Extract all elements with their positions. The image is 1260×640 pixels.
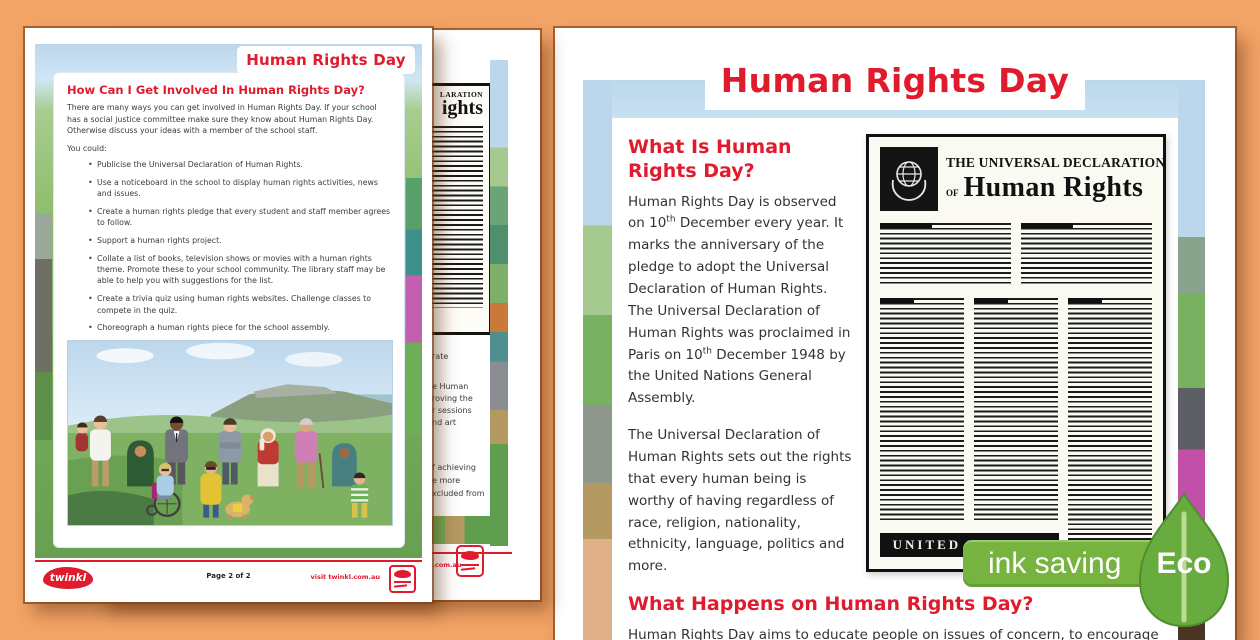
lead-in-text: You could: xyxy=(67,144,107,154)
illustrated-border-left xyxy=(583,80,612,640)
cropped-text-fragment: e Human xyxy=(432,382,469,391)
suggestion-list: Publicise the Universal Declaration of H… xyxy=(67,159,391,334)
doc-masthead-fragment: LARATION xyxy=(439,90,483,99)
page-title: Human Rights Day xyxy=(720,60,1070,100)
illustration-bottom-fragment xyxy=(425,516,491,544)
footer-divider xyxy=(35,560,422,562)
twinkl-stamp-logo xyxy=(456,545,484,577)
list-item: Create a trivia quiz using human rights … xyxy=(88,293,391,316)
ordinal-suffix: th xyxy=(666,214,676,225)
cropped-text-fragment: xcluded from xyxy=(432,489,485,498)
person-man-with-child xyxy=(75,415,111,487)
doc-title-fragment: ights xyxy=(441,97,483,119)
page-sheet-right: Human Rights Day TH xyxy=(555,28,1235,640)
paragraph-part: Human Rights Day is observed on 10 xyxy=(628,193,837,232)
cropped-text-fragment: f achieving xyxy=(432,463,476,472)
guide-dog xyxy=(225,494,254,520)
person-girl-wheelchair xyxy=(146,463,181,518)
rock-illustration-strip xyxy=(35,213,52,440)
page-title-tab: Human Rights Day xyxy=(237,46,415,74)
child-striped-shirt xyxy=(351,472,369,518)
page-title: Human Rights Day xyxy=(246,51,406,69)
document-masthead: THE UNIVERSAL DECLARATION of Human Right… xyxy=(880,147,1165,211)
paragraph-part: December 1948 by the United Nations Gene… xyxy=(628,346,846,407)
eco-label: Eco xyxy=(1156,547,1212,580)
cropped-text-fragment: nd art xyxy=(432,418,457,427)
document-title-block: THE UNIVERSAL DECLARATION of Human Right… xyxy=(946,155,1165,204)
page-title-tab: Human Rights Day xyxy=(705,50,1085,110)
stamp-squiggle xyxy=(460,567,476,571)
eco-leaf-icon xyxy=(1138,492,1230,628)
person-older-man-pink-shirt xyxy=(294,418,325,489)
page-sheet-front: Human Rights Day How Can I Get Involved … xyxy=(25,28,432,602)
twinkl-stamp-logo xyxy=(389,565,416,593)
intro-paragraph: There are many ways you can get involved… xyxy=(67,103,377,136)
list-item: Create a human rights pledge that every … xyxy=(88,206,391,229)
stamp-squiggle xyxy=(394,581,411,583)
body-paragraph: Human Rights Day aims to educate people … xyxy=(628,626,1159,640)
person-grey-blazer xyxy=(218,418,242,485)
body-paragraph: Human Rights Day is observed on 10th Dec… xyxy=(628,192,1166,411)
document-of-word: of xyxy=(946,183,959,199)
twinkl-logo: twinkl xyxy=(43,567,93,589)
redacted-text-lines xyxy=(423,126,483,308)
redacted-text-column xyxy=(1021,223,1152,285)
person-man-suit xyxy=(165,416,189,485)
cropped-text-fragment: r sessions xyxy=(432,406,472,415)
list-item: Use a noticeboard in the school to displ… xyxy=(88,177,391,200)
list-item: Choreograph a human rights piece for the… xyxy=(88,322,391,334)
person-woman-hijab-teal xyxy=(331,443,357,487)
list-item: Publicise the Universal Declaration of H… xyxy=(88,159,391,171)
declaration-document-image: THE UNIVERSAL DECLARATION of Human Right… xyxy=(866,134,1166,572)
document-title-text: Human Rights xyxy=(963,171,1144,203)
person-woman-hijab-green xyxy=(127,440,154,487)
paragraph-part: December every year. It marks the annive… xyxy=(628,215,851,363)
redacted-text-column xyxy=(880,223,1011,285)
un-emblem-icon xyxy=(880,147,938,211)
cropped-text-fragment: e more xyxy=(432,476,461,485)
document-two-columns xyxy=(880,223,1152,285)
page-number-label: Page 2 of 2 xyxy=(206,572,251,580)
cropped-text-fragment: rate xyxy=(432,352,449,361)
page-footer: twinkl Page 2 of 2 visit twinkl.com.au xyxy=(35,564,422,594)
document-three-columns xyxy=(880,298,1152,556)
content-box: How Can I Get Involved In Human Rights D… xyxy=(53,72,405,548)
body-paragraph: The Universal Declaration of Human Right… xyxy=(628,427,852,575)
person-boy-yellow-raincoat xyxy=(200,461,222,518)
redacted-text-column xyxy=(1068,298,1152,556)
ink-saving-label: ink saving xyxy=(988,547,1122,580)
person-woman-red-top xyxy=(257,428,279,487)
stamp-squiggle xyxy=(393,584,408,588)
list-item: Collate a list of books, television show… xyxy=(88,253,391,287)
document-masthead-line: THE UNIVERSAL DECLARATION xyxy=(946,154,1166,170)
section-heading: How Can I Get Involved In Human Rights D… xyxy=(67,83,365,97)
visit-link-text: visit twinkl.com.au xyxy=(310,573,381,581)
ordinal-suffix: th xyxy=(702,346,712,357)
group-photo-illustration xyxy=(67,340,393,527)
illustrated-border-strip xyxy=(490,60,508,546)
list-item: Support a human rights project. xyxy=(88,235,391,247)
twinkl-cloud-icon xyxy=(461,551,479,560)
section-heading: What Happens on Human Rights Day? xyxy=(628,593,1034,616)
cropped-text-fragment: roving the xyxy=(432,394,473,403)
redacted-text-column xyxy=(974,298,1058,520)
stamp-squiggle xyxy=(461,564,479,566)
redacted-text-column xyxy=(880,298,964,520)
section-heading: What Is Human Rights Day? xyxy=(628,136,792,182)
twinkl-cloud-icon xyxy=(394,570,411,578)
content-box: THE UNIVERSAL DECLARATION of Human Right… xyxy=(612,118,1178,640)
figures-illustration-strip xyxy=(406,177,422,435)
